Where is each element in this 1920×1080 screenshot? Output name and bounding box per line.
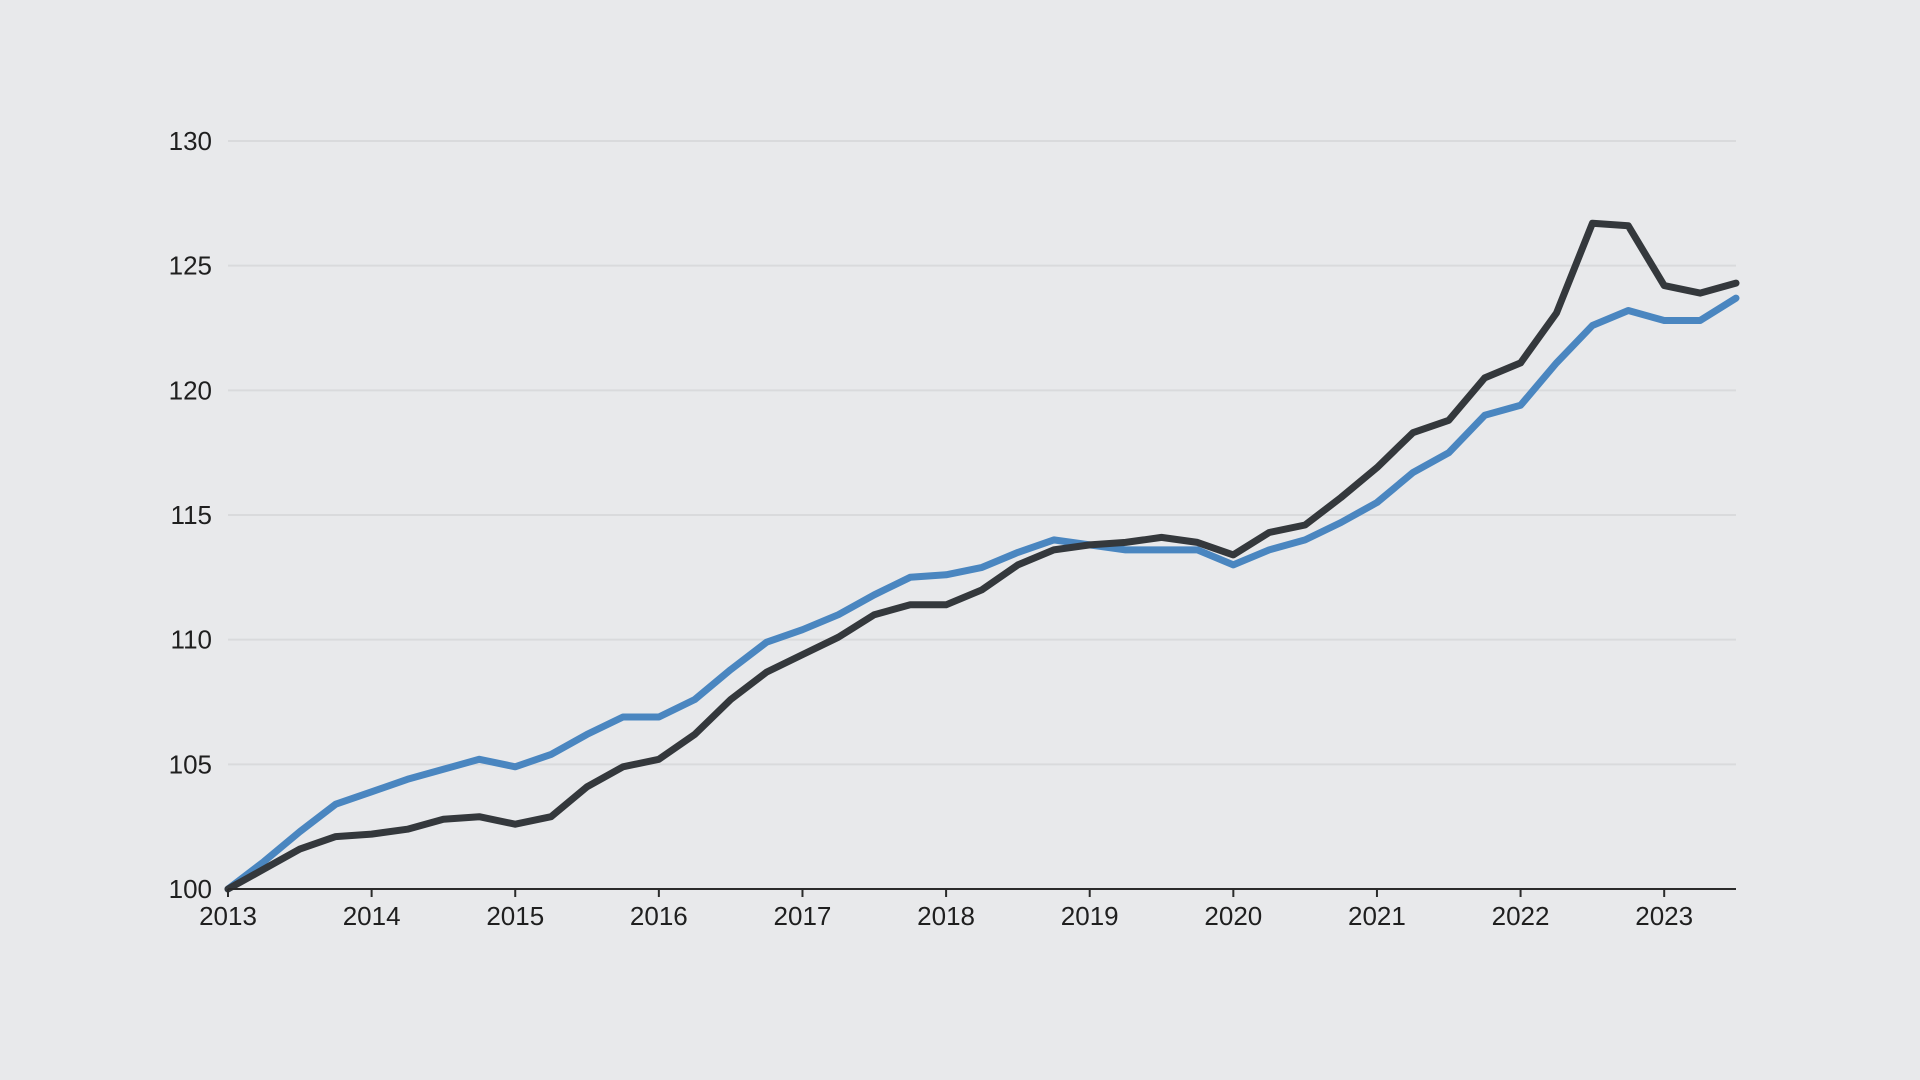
- y-tick-label-120: 120: [169, 375, 212, 405]
- y-tick-label-115: 115: [171, 500, 212, 530]
- series-line-blue: [224, 294, 1740, 893]
- x-tick-label-2020: 2020: [1204, 901, 1262, 931]
- x-tick-label-2015: 2015: [486, 901, 544, 931]
- y-tick-label-110: 110: [171, 625, 212, 655]
- x-tick-label-2023: 2023: [1635, 901, 1693, 931]
- y-tick-label-105: 105: [169, 749, 212, 779]
- x-tick-label-2018: 2018: [917, 901, 975, 931]
- x-tick-label-2019: 2019: [1061, 901, 1119, 931]
- y-tick-label-130: 130: [169, 126, 212, 156]
- y-tick-label-100: 100: [169, 874, 212, 904]
- x-axis: [227, 888, 1736, 897]
- x-tick-label-2014: 2014: [343, 901, 401, 931]
- gridlines: [228, 140, 1736, 766]
- x-axis-tick-labels: 2013 2014 2015 2016 2017 2018 2019 2020 2021 2022…: [199, 901, 1693, 931]
- x-tick-label-2013: 2013: [199, 901, 257, 931]
- x-tick-label-2021: 2021: [1348, 901, 1406, 931]
- series-lines: [224, 219, 1740, 893]
- series-line-dark: [224, 219, 1740, 893]
- y-tick-label-125: 125: [169, 251, 212, 281]
- x-tick-label-2016: 2016: [630, 901, 688, 931]
- y-axis-tick-labels: 100 105 110 115 120 125 130: [169, 126, 212, 904]
- x-tick-label-2022: 2022: [1492, 901, 1550, 931]
- x-tick-label-2017: 2017: [774, 901, 832, 931]
